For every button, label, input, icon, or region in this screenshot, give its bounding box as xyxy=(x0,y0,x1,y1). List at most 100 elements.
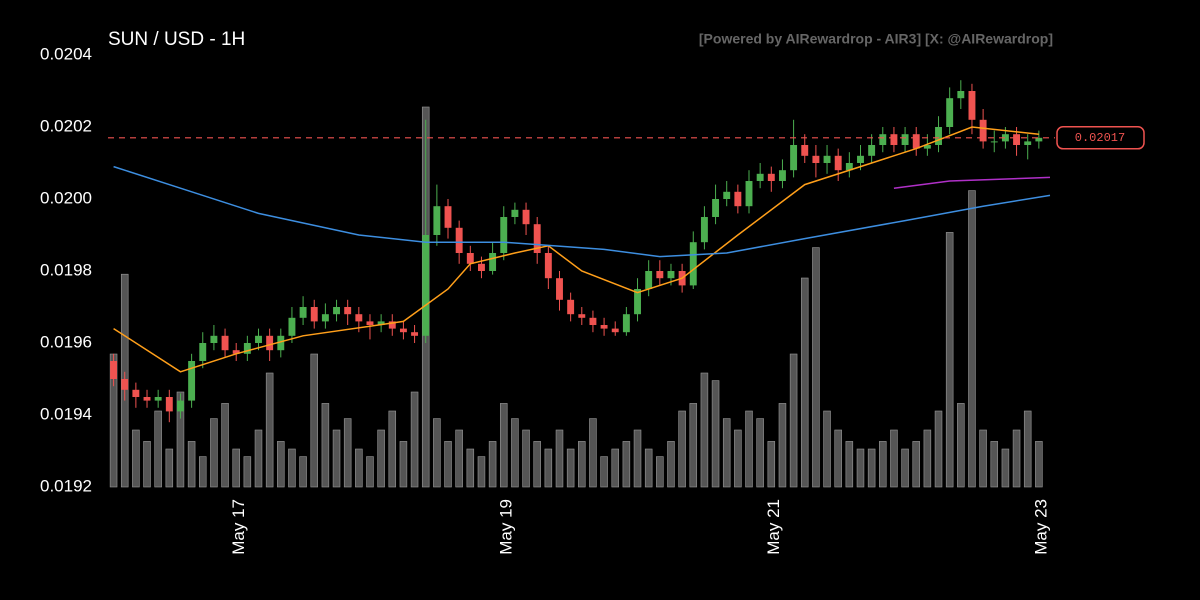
volume-bar xyxy=(555,429,564,488)
candle-body xyxy=(868,145,876,156)
candle-body xyxy=(355,314,363,322)
candle-body xyxy=(121,379,129,390)
volume-bar xyxy=(277,441,285,488)
candle-body xyxy=(132,389,140,397)
volume-bar xyxy=(210,418,218,488)
volume-bar xyxy=(343,418,352,488)
candle-body xyxy=(411,332,419,336)
candle-body xyxy=(299,307,307,318)
x-tick-label: May 17 xyxy=(229,499,248,555)
volume-bar xyxy=(756,418,764,488)
candle-body xyxy=(1024,141,1032,145)
candle-body xyxy=(344,307,352,315)
candle-body xyxy=(845,163,853,171)
candle-body xyxy=(1035,137,1043,142)
volume-bar xyxy=(1012,429,1021,488)
volume-bar xyxy=(700,372,709,488)
candle-body xyxy=(199,343,207,361)
x-tick-label: May 23 xyxy=(1032,499,1051,555)
candle-body xyxy=(455,227,463,253)
candle-body xyxy=(578,314,586,318)
candle-body xyxy=(288,317,296,336)
volume-bar xyxy=(611,448,619,488)
volume-bar xyxy=(154,410,162,488)
candle-body xyxy=(243,343,251,354)
volume-bar xyxy=(1001,448,1010,488)
volume-bar xyxy=(254,429,263,488)
volume-bar xyxy=(288,448,296,488)
volume-bar xyxy=(566,448,575,488)
candle-body xyxy=(165,397,173,412)
x-tick-label: May 19 xyxy=(497,499,516,555)
volume-bar xyxy=(856,448,865,488)
candle-body xyxy=(489,253,497,271)
volume-bar xyxy=(488,441,497,488)
candle-body xyxy=(645,271,653,289)
volume-bar xyxy=(366,456,374,488)
candle-body xyxy=(444,206,452,228)
candle-body xyxy=(399,328,407,333)
candle-body xyxy=(143,397,151,401)
candle-body xyxy=(979,119,987,142)
volume-bar xyxy=(433,418,441,488)
candle-body xyxy=(912,134,920,149)
candle-body xyxy=(556,278,563,300)
candle-body xyxy=(801,145,809,156)
volume-bar xyxy=(767,441,776,488)
volume-bar xyxy=(667,441,675,488)
candle-body xyxy=(544,253,552,279)
candle-body xyxy=(589,317,597,325)
chart-title: SUN / USD - 1H xyxy=(108,29,245,50)
candle-body xyxy=(767,173,775,181)
volume-bar xyxy=(265,372,274,488)
y-tick-label: 0.0198 xyxy=(40,260,92,279)
candle-body xyxy=(756,173,764,181)
y-tick-label: 0.0200 xyxy=(40,188,92,207)
y-tick-label: 0.0196 xyxy=(40,332,92,351)
volume-bar xyxy=(410,391,419,488)
volume-bar xyxy=(321,403,330,488)
candle-body xyxy=(477,263,485,271)
volume-bar xyxy=(1023,410,1032,488)
volume-bar xyxy=(968,190,976,488)
volume-bar xyxy=(444,441,452,488)
candle-body xyxy=(879,134,887,145)
candle-body xyxy=(968,91,976,120)
moving-average-line xyxy=(113,165,1051,258)
current-price-label: 0.02017 xyxy=(1075,131,1125,145)
volume-bar xyxy=(644,448,653,488)
volume-bar xyxy=(656,456,664,488)
volume-bar xyxy=(945,232,954,488)
volume-bar xyxy=(511,418,519,488)
volume-bar xyxy=(176,391,185,488)
volume-bar xyxy=(165,448,174,488)
volume-bar xyxy=(979,429,987,488)
candle-body xyxy=(321,314,329,322)
candle-body xyxy=(177,400,184,412)
candle-body xyxy=(723,191,731,199)
candle-body xyxy=(857,155,864,163)
candle-body xyxy=(533,224,541,253)
candle-body xyxy=(901,134,909,145)
candle-body xyxy=(232,350,240,354)
candle-body xyxy=(667,271,675,279)
volume-bar xyxy=(957,403,965,488)
volume-bar xyxy=(800,277,809,488)
volume-bar xyxy=(990,441,999,488)
volume-bar xyxy=(455,429,463,488)
volume-bar xyxy=(879,441,887,488)
volume-bar xyxy=(789,353,798,488)
volume-bar xyxy=(823,410,831,488)
moving-average-line xyxy=(893,176,1051,189)
volume-bar xyxy=(221,403,229,488)
candle-body xyxy=(333,307,340,315)
volume-bar xyxy=(232,448,240,488)
candle-body xyxy=(990,141,998,143)
volume-bar xyxy=(890,429,898,488)
candle-body xyxy=(277,335,285,351)
candle-body xyxy=(377,321,385,325)
candle-body xyxy=(1013,134,1021,145)
volume-bar xyxy=(522,429,530,488)
